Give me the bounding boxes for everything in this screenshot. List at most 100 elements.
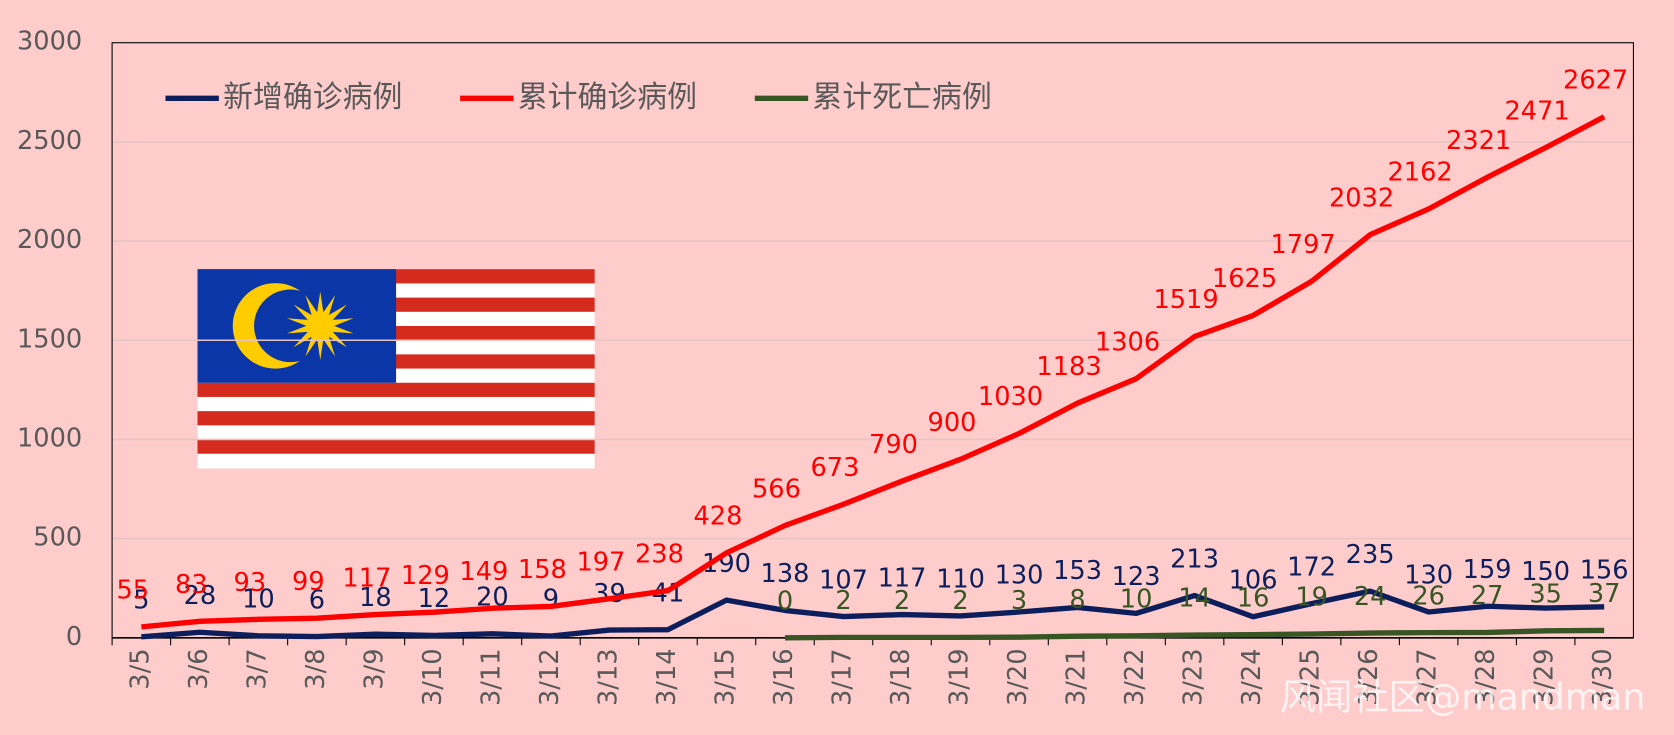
data-label: 28 [184,581,217,611]
legend-label: 累计死亡病例 [812,80,991,115]
x-tick-label: 3/28 [1471,648,1501,706]
data-label: 39 [593,579,626,609]
data-label: 197 [576,547,625,577]
data-label: 213 [1170,544,1219,574]
y-tick-label: 0 [66,622,82,652]
data-label: 138 [761,559,810,589]
x-tick-label: 3/26 [1354,648,1384,706]
data-label: 6 [309,585,325,615]
x-tick-label: 3/14 [652,648,682,706]
flag-stripe [197,411,595,426]
data-label: 16 [1237,583,1270,613]
x-tick-label: 3/5 [125,648,155,689]
data-label: 235 [1346,540,1395,570]
data-label: 37 [1588,579,1621,609]
x-tick-label: 3/16 [769,648,799,706]
data-label: 2 [894,586,910,616]
data-label: 159 [1463,555,1512,585]
data-label: 8 [1069,585,1085,615]
x-tick-label: 3/19 [945,648,975,706]
x-tick-label: 3/22 [1120,648,1150,706]
x-tick-label: 3/15 [710,648,740,706]
x-tick-label: 3/27 [1413,648,1443,706]
x-tick-label: 3/30 [1588,648,1618,706]
data-label: 10 [242,585,275,615]
data-label: 238 [635,539,684,569]
data-label: 130 [1404,561,1453,591]
data-label: 123 [1112,562,1161,592]
malaysia-flag [197,269,595,469]
data-label: 107 [819,565,868,595]
data-label: 2321 [1446,126,1511,156]
data-label: 0 [777,587,793,617]
data-label: 83 [175,570,208,600]
data-label: 5 [133,586,149,616]
data-label: 1030 [978,382,1043,412]
data-label: 99 [292,567,325,597]
x-tick-label: 3/17 [828,648,858,706]
x-tick-label: 3/7 [242,648,272,689]
x-tick-label: 3/6 [184,648,214,689]
data-label: 18 [359,583,392,613]
data-label: 2032 [1329,183,1394,213]
y-tick-label: 2500 [17,126,82,156]
data-label: 106 [1229,565,1278,595]
legend-label: 累计确诊病例 [518,80,697,115]
flag-stripe [197,425,595,441]
flag-stripe [197,453,595,469]
watermark: 风闻社区@mandman [1280,676,1646,719]
data-label: 3 [1011,586,1027,616]
series-line [141,588,1605,640]
data-label: 130 [995,561,1044,591]
data-label: 673 [811,453,860,483]
data-label: 129 [401,561,450,591]
data-label: 1625 [1212,264,1277,294]
y-tick-label: 500 [33,523,82,553]
data-label: 110 [936,565,985,595]
data-label: 35 [1529,580,1562,610]
data-label: 158 [518,555,567,585]
flag-stripe [197,396,595,412]
flag-crescent-cut [254,289,327,363]
x-tick-label: 3/23 [1179,648,1209,706]
x-tick-label: 3/25 [1296,648,1326,706]
x-tick-label: 3/29 [1530,648,1560,706]
flag-stripe [197,382,595,398]
data-label: 1306 [1095,327,1160,357]
data-label: 1519 [1153,285,1218,315]
flag-stripe [197,439,595,455]
x-tick-label: 3/12 [535,648,565,706]
data-label: 2627 [1563,65,1628,95]
data-label: 566 [752,474,801,504]
data-label: 2471 [1505,96,1570,126]
data-label: 1797 [1270,230,1335,260]
data-label: 2162 [1387,158,1452,188]
series-line [141,114,1606,630]
data-label: 156 [1580,556,1629,586]
x-tick-label: 3/18 [886,648,916,706]
x-tick-label: 3/10 [418,648,448,706]
data-label: 24 [1354,582,1387,612]
data-label: 2 [952,586,968,616]
x-tick-label: 3/8 [301,648,331,689]
x-tick-label: 3/20 [1003,648,1033,706]
data-label: 1183 [1036,352,1101,382]
data-label: 93 [234,568,267,598]
x-tick-label: 3/24 [1237,648,1267,706]
x-tick-label: 3/9 [359,648,389,689]
data-label: 150 [1521,557,1570,587]
data-label: 117 [878,563,927,593]
legend-label: 新增确诊病例 [223,80,402,115]
data-label: 900 [928,408,977,438]
y-tick-label: 1000 [17,423,82,453]
data-label: 9 [543,585,559,615]
data-label: 55 [117,576,150,606]
series-line [784,627,1605,641]
data-label: 26 [1412,581,1445,611]
data-label: 149 [459,557,508,587]
data-label: 790 [869,430,918,460]
data-label: 153 [1053,556,1102,586]
data-label: 27 [1471,581,1504,611]
